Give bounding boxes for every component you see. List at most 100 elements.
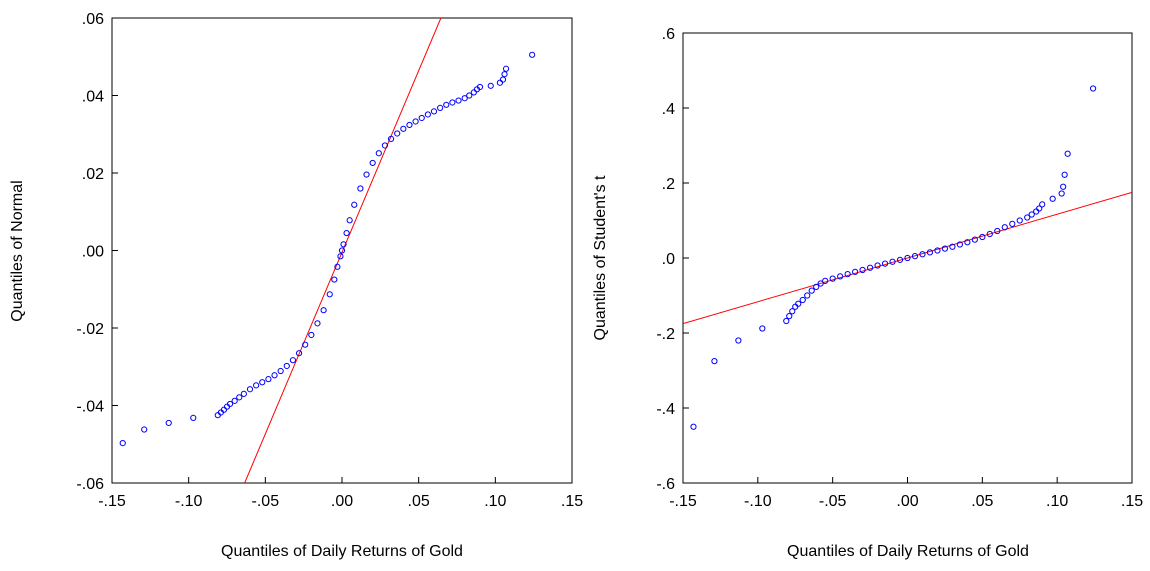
x-tick-label: .10 xyxy=(1046,493,1068,510)
data-point xyxy=(320,307,327,314)
data-point xyxy=(866,264,874,271)
x-axis-ticks: -.15 -.10 -.05 .00 .05 .10 .15 xyxy=(98,477,583,510)
reference-line xyxy=(683,191,1132,325)
data-point xyxy=(141,426,148,433)
data-point xyxy=(896,256,904,263)
data-point xyxy=(795,300,802,307)
data-point xyxy=(437,104,444,112)
data-point xyxy=(331,276,338,283)
data-point xyxy=(466,92,473,99)
data-point xyxy=(837,273,844,280)
qq-normal-panel: -.15 -.10 -.05 .00 .05 .10 .15 -.06 -.04 -.02 .00… xyxy=(9,11,583,560)
x-axis-ticks: -.15 -.10 -.05 .00 .05 .10 .15 xyxy=(669,477,1143,510)
data-point xyxy=(302,341,309,348)
data-point xyxy=(499,76,507,83)
data-point xyxy=(119,439,126,447)
data-point xyxy=(259,379,266,386)
x-tick-label: -.10 xyxy=(744,493,772,510)
data-point xyxy=(240,390,247,397)
data-point xyxy=(1028,211,1035,218)
data-point xyxy=(789,308,796,315)
data-point xyxy=(1036,205,1043,212)
y-axis-ticks: -.6 -.4 -.2 .0 .2 .4 .6 xyxy=(656,26,689,493)
data-point xyxy=(926,249,934,256)
data-point xyxy=(461,95,468,102)
x-tick-label: -.05 xyxy=(819,493,847,510)
data-point xyxy=(934,247,941,254)
data-point xyxy=(340,241,347,248)
data-point xyxy=(406,121,413,129)
data-point xyxy=(326,291,333,298)
x-tick-label: -.15 xyxy=(98,493,126,510)
data-points xyxy=(690,85,1097,430)
data-point xyxy=(283,362,290,370)
y-tick-label: .4 xyxy=(662,101,675,118)
data-point xyxy=(337,253,344,260)
data-point xyxy=(412,118,419,125)
data-point xyxy=(941,245,949,252)
data-point xyxy=(231,397,238,404)
x-tick-label: -.10 xyxy=(175,493,203,510)
data-point xyxy=(430,108,438,115)
y-axis-ticks: -.06 -.04 -.02 .00 .02 .04 .06 xyxy=(76,11,118,493)
data-point xyxy=(449,99,456,106)
data-point xyxy=(443,101,450,108)
data-point xyxy=(919,251,926,258)
data-point xyxy=(971,236,978,243)
y-tick-label: -.2 xyxy=(656,326,675,343)
x-tick-label: .15 xyxy=(1121,493,1143,510)
data-point xyxy=(220,406,228,413)
data-point xyxy=(387,135,395,142)
reference-line xyxy=(244,18,442,483)
data-point xyxy=(529,51,536,58)
data-point xyxy=(343,229,350,237)
data-point xyxy=(1016,217,1023,224)
data-point xyxy=(487,82,494,89)
x-tick-label: -.05 xyxy=(252,493,280,510)
data-point xyxy=(889,258,896,265)
y-tick-label: .02 xyxy=(82,166,104,183)
y-tick-label: -.6 xyxy=(656,476,675,493)
data-point xyxy=(799,296,806,304)
data-point xyxy=(1009,220,1016,227)
data-point xyxy=(792,303,799,310)
data-point xyxy=(1061,171,1068,178)
y-tick-label: -.06 xyxy=(76,476,104,493)
data-point xyxy=(783,317,790,325)
data-point xyxy=(502,65,510,72)
data-point xyxy=(470,89,477,96)
plot-area-frame xyxy=(111,17,573,484)
x-tick-label: .05 xyxy=(971,493,993,510)
y-tick-label: .00 xyxy=(82,244,104,261)
x-tick-label: -.15 xyxy=(669,493,697,510)
data-point xyxy=(735,337,742,344)
data-point xyxy=(964,239,971,246)
data-point xyxy=(1058,190,1065,197)
data-point xyxy=(904,254,911,262)
y-tick-label: -.4 xyxy=(656,401,675,418)
data-point xyxy=(394,130,401,137)
data-point xyxy=(994,227,1001,235)
data-point xyxy=(1024,214,1031,221)
x-tick-label: .00 xyxy=(896,493,918,510)
data-point xyxy=(369,159,376,167)
x-tick-label: .05 xyxy=(408,493,430,510)
data-point xyxy=(859,266,866,274)
data-point xyxy=(271,372,278,379)
data-point xyxy=(813,283,820,290)
data-point xyxy=(346,217,353,224)
data-point xyxy=(808,287,815,294)
y-tick-label: .0 xyxy=(662,251,675,268)
data-point xyxy=(334,263,341,270)
data-point xyxy=(190,414,197,421)
data-point xyxy=(363,171,370,178)
x-axis-title: Quantiles of Daily Returns of Gold xyxy=(787,543,1029,560)
data-point xyxy=(308,331,315,339)
data-point xyxy=(496,79,504,86)
data-point xyxy=(829,275,836,282)
y-tick-label: .06 xyxy=(82,11,104,28)
data-point xyxy=(786,313,793,320)
data-point xyxy=(911,253,919,260)
data-point xyxy=(165,419,172,427)
y-tick-label: .04 xyxy=(82,89,104,106)
